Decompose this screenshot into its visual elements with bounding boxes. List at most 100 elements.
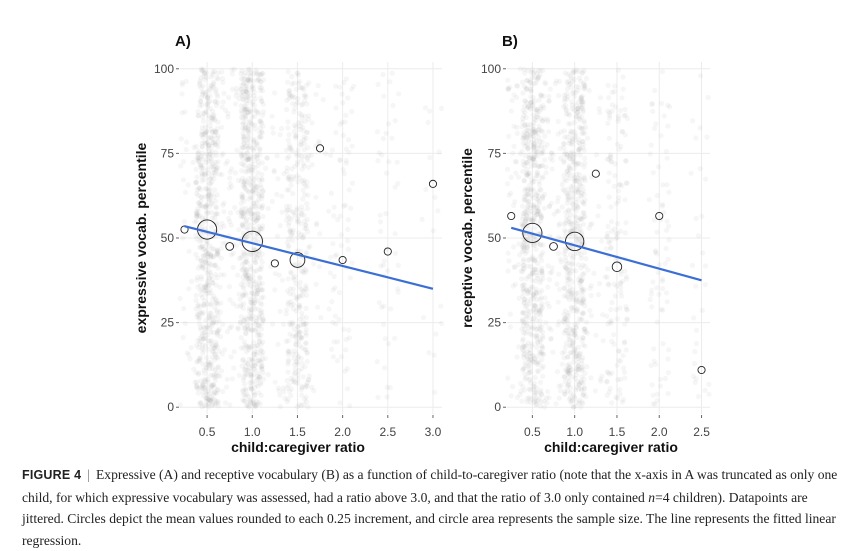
jittered-point <box>272 271 278 277</box>
jittered-point <box>246 163 252 169</box>
jittered-point <box>241 144 247 150</box>
jittered-point <box>213 166 219 173</box>
jittered-point <box>282 395 288 401</box>
jittered-point <box>286 236 292 242</box>
jittered-point <box>198 66 204 72</box>
jittered-point <box>254 377 260 383</box>
jittered-point <box>247 168 253 174</box>
jittered-point <box>330 241 336 247</box>
jittered-point <box>388 306 394 312</box>
jittered-point <box>243 387 249 393</box>
jittered-point <box>222 107 229 113</box>
jittered-point <box>203 284 209 291</box>
jittered-point <box>254 183 260 189</box>
jittered-point <box>577 366 583 372</box>
jittered-point <box>199 162 205 168</box>
jittered-point <box>281 389 287 395</box>
jittered-point <box>241 184 247 190</box>
jittered-point <box>289 73 295 80</box>
jittered-point <box>244 150 250 156</box>
jittered-point <box>302 183 308 189</box>
jittered-point <box>341 171 347 177</box>
jittered-point <box>293 295 299 301</box>
jittered-point <box>240 249 246 255</box>
jittered-point <box>259 320 265 326</box>
jittered-point <box>200 258 206 264</box>
jittered-point <box>209 179 215 185</box>
jittered-point <box>296 354 302 360</box>
jittered-point <box>229 184 235 190</box>
jittered-point <box>227 325 233 331</box>
jittered-point <box>240 81 246 87</box>
jittered-point <box>243 112 249 118</box>
jittered-point <box>202 283 208 289</box>
jittered-point <box>623 304 629 310</box>
jittered-point <box>245 272 251 278</box>
jittered-point <box>505 85 511 91</box>
jittered-point <box>179 79 185 86</box>
jittered-point <box>246 313 253 319</box>
jittered-point <box>577 152 583 158</box>
jittered-point <box>250 189 256 195</box>
jittered-point <box>293 135 299 141</box>
jittered-point <box>258 348 264 354</box>
jittered-point <box>296 305 302 311</box>
jittered-point <box>197 324 203 330</box>
jittered-point <box>253 218 259 224</box>
jittered-point <box>245 226 251 233</box>
jittered-point <box>243 364 249 370</box>
jittered-point <box>211 372 218 378</box>
jittered-point <box>377 219 383 225</box>
jittered-point <box>195 255 201 261</box>
jittered-point <box>195 154 201 161</box>
jittered-point <box>580 342 586 348</box>
jittered-point <box>228 222 234 228</box>
jittered-point <box>251 89 257 95</box>
jittered-point <box>250 122 256 128</box>
jittered-point <box>519 249 525 255</box>
jittered-point <box>510 150 516 156</box>
jittered-point <box>206 142 212 148</box>
jittered-point <box>255 358 261 364</box>
jittered-point <box>304 184 310 190</box>
jittered-point <box>243 158 249 164</box>
jittered-point <box>212 367 218 373</box>
jittered-point <box>303 249 309 255</box>
jittered-point <box>238 335 244 341</box>
y-tick-label: 75 <box>161 146 175 160</box>
jittered-point <box>252 113 258 119</box>
jittered-point <box>211 194 217 200</box>
jittered-point <box>247 207 253 213</box>
jittered-point <box>257 125 263 131</box>
jittered-point <box>519 149 525 155</box>
jittered-point <box>303 268 309 275</box>
x-tick-label: 0.5 <box>199 425 216 439</box>
y-tick-label: 100 <box>481 62 501 76</box>
jittered-point <box>244 402 250 408</box>
jittered-point <box>213 129 219 136</box>
jittered-point <box>346 187 352 193</box>
panel-a-x-axis-title: child:caregiver ratio <box>231 439 365 455</box>
jittered-point <box>257 315 263 321</box>
jittered-point <box>656 164 662 170</box>
y-tick-label: 50 <box>488 231 502 245</box>
jittered-point <box>214 332 220 338</box>
jittered-point <box>659 100 665 107</box>
jittered-point <box>193 251 199 257</box>
jittered-point <box>213 159 219 165</box>
jittered-point <box>243 259 249 265</box>
jittered-point <box>243 256 249 262</box>
jittered-point <box>245 125 251 131</box>
jittered-point <box>230 300 236 307</box>
jittered-point <box>207 391 213 397</box>
jittered-point <box>210 108 216 114</box>
jittered-point <box>250 274 256 280</box>
jittered-point <box>250 249 256 255</box>
jittered-point <box>210 280 216 286</box>
jittered-point <box>554 281 560 287</box>
jittered-point <box>245 281 251 287</box>
jittered-point <box>420 314 427 321</box>
jittered-point <box>255 214 261 221</box>
jittered-point <box>255 376 261 382</box>
jittered-point <box>203 151 209 157</box>
